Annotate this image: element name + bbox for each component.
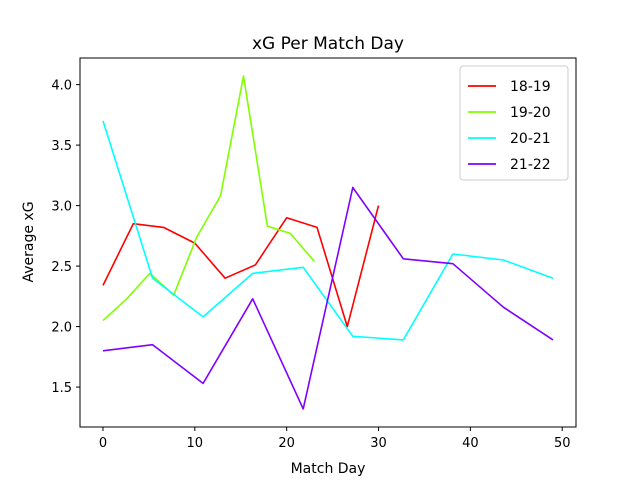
x-axis-label: Match Day bbox=[291, 461, 366, 477]
legend-label-18-19: 18-19 bbox=[510, 79, 551, 95]
legend-label-19-20: 19-20 bbox=[510, 105, 551, 121]
chart-title: xG Per Match Day bbox=[252, 34, 404, 54]
x-tick-label: 40 bbox=[462, 436, 479, 451]
y-tick-label: 4.0 bbox=[51, 79, 72, 94]
series-line-18-19 bbox=[102, 205, 380, 328]
legend-label-21-22: 21-22 bbox=[510, 157, 551, 173]
series-line-19-20 bbox=[102, 75, 315, 322]
y-tick-label: 2.5 bbox=[51, 260, 72, 275]
y-tick-label: 1.5 bbox=[51, 381, 72, 396]
y-tick-label: 2.0 bbox=[51, 321, 72, 336]
series-line-21-22 bbox=[102, 186, 554, 410]
legend: 18-19 19-20 20-21 21-22 bbox=[459, 65, 569, 181]
legend-box bbox=[459, 65, 569, 181]
y-axis-label: Average xG bbox=[21, 201, 37, 282]
x-tick-label: 30 bbox=[370, 436, 387, 451]
x-tick-label: 20 bbox=[278, 436, 295, 451]
x-tick-label: 10 bbox=[187, 436, 204, 451]
x-tick-label: 50 bbox=[554, 436, 571, 451]
plot-area: 0 10 20 30 40 50 1.5 2.0 2.5 3.0 3.5 4.0 bbox=[51, 57, 577, 451]
axes-frame bbox=[79, 57, 577, 428]
x-tick-label: 0 bbox=[99, 436, 107, 451]
y-tick-label: 3.5 bbox=[51, 139, 72, 154]
legend-label-20-21: 20-21 bbox=[510, 131, 551, 147]
y-tick-label: 3.0 bbox=[51, 200, 72, 215]
